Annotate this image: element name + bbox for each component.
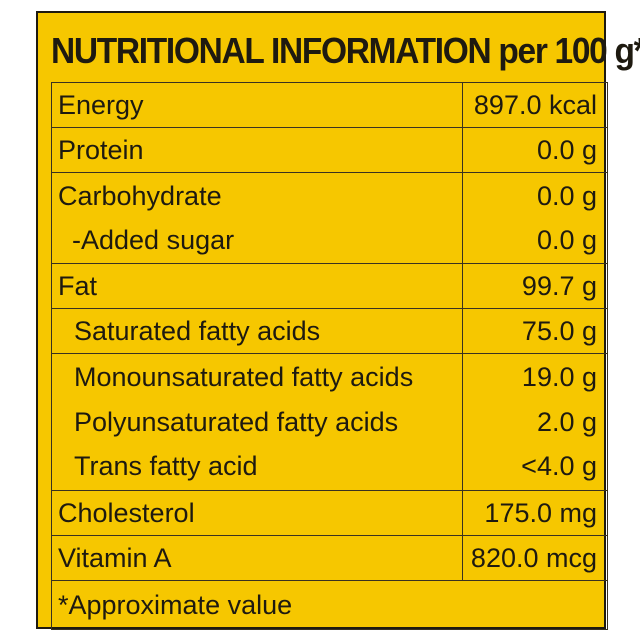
footnote: *Approximate value [51, 580, 608, 630]
table-row-saturated: Saturated fatty acids 75.0 g [51, 308, 608, 354]
table-row-cholesterol: Cholesterol 175.0 mg [51, 490, 608, 536]
nutrient-label: Fat [51, 263, 463, 309]
nutrient-value-group: 19.0 g 2.0 g <4.0 g [462, 353, 608, 491]
nutrient-sublabel: Monounsaturated fatty acids [74, 362, 414, 392]
nutrient-value-group: 0.0 g 0.0 g [462, 172, 608, 264]
nutrient-subvalue: 19.0 g [521, 362, 597, 392]
nutrient-sublabel: -Added sugar [72, 225, 235, 255]
nutrient-sublabel: Polyunsaturated fatty acids [74, 406, 399, 437]
nutrient-value: 820.0 mcg [462, 535, 608, 581]
nutrition-table: Energy 897.0 kcal Protein 0.0 g Carbohyd… [51, 82, 608, 630]
nutrient-value: 897.0 kcal [462, 82, 608, 128]
nutrient-value: 175.0 mg [462, 490, 608, 536]
nutrient-value: 0.0 g [462, 127, 608, 173]
nutrient-value: 75.0 g [462, 308, 608, 354]
nutrient-label-group: Monounsaturated fatty acids Polyunsatura… [51, 353, 463, 491]
nutrient-subvalue: 2.0 g [536, 406, 597, 437]
table-row-energy: Energy 897.0 kcal [51, 82, 608, 128]
panel-title: NUTRITIONAL INFORMATION per 100 g* [51, 30, 640, 71]
table-row-fat: Fat 99.7 g [51, 263, 608, 309]
table-row-protein: Protein 0.0 g [51, 127, 608, 173]
nutrient-value: 99.7 g [462, 263, 608, 309]
nutrition-panel: NUTRITIONAL INFORMATION per 100 g* Energ… [36, 11, 640, 630]
nutrient-label: Vitamin A [51, 535, 463, 581]
nutrient-label-group: Saturated fatty acids [51, 308, 463, 354]
nutrient-label: Protein [51, 127, 463, 173]
nutrient-subvalue: 0.0 g [536, 225, 597, 255]
nutrient-sublabel: Saturated fatty acids [74, 315, 321, 346]
nutrient-label-group: Carbohydrate -Added sugar [51, 172, 463, 264]
nutrient-label: Carbohydrate [58, 181, 222, 211]
table-row-carbohydrate: Carbohydrate -Added sugar 0.0 g 0.0 g [51, 172, 608, 264]
table-row-unsaturated-group: Monounsaturated fatty acids Polyunsatura… [51, 353, 608, 491]
table-row-vitamin-a: Vitamin A 820.0 mcg [51, 535, 608, 581]
footnote-row: *Approximate value [51, 580, 608, 630]
nutrient-subvalue: <4.0 g [521, 451, 597, 482]
nutrient-value: 0.0 g [536, 181, 597, 211]
nutrient-label: Energy [51, 82, 463, 128]
nutrient-label: Cholesterol [51, 490, 463, 536]
nutrient-sublabel: Trans fatty acid [74, 451, 258, 482]
